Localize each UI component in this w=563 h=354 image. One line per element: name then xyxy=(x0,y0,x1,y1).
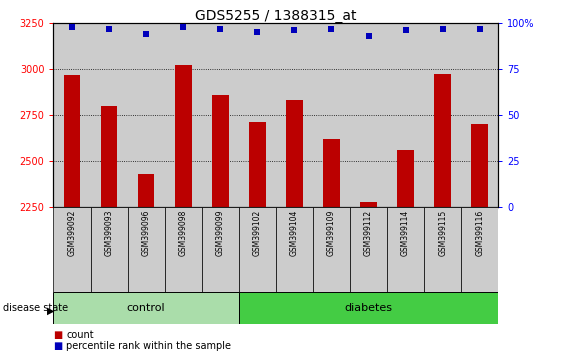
Text: GSM399109: GSM399109 xyxy=(327,210,336,256)
Bar xyxy=(53,23,91,207)
Bar xyxy=(434,74,451,354)
Bar xyxy=(202,207,239,292)
Bar xyxy=(387,23,424,207)
Bar xyxy=(64,75,81,354)
Text: GSM399115: GSM399115 xyxy=(438,210,447,256)
Bar xyxy=(239,207,276,292)
Bar xyxy=(53,207,91,292)
Text: diabetes: diabetes xyxy=(345,303,392,313)
Text: ■: ■ xyxy=(53,330,62,339)
Bar xyxy=(239,23,276,207)
Bar xyxy=(350,23,387,207)
Bar xyxy=(471,124,488,354)
Point xyxy=(105,26,114,32)
Text: GSM399104: GSM399104 xyxy=(290,210,299,256)
Point xyxy=(327,26,336,32)
Bar xyxy=(424,207,461,292)
Bar xyxy=(461,207,498,292)
Point xyxy=(364,33,373,39)
Point xyxy=(475,26,484,32)
Bar xyxy=(350,207,387,292)
Text: GSM399092: GSM399092 xyxy=(68,210,77,256)
Bar xyxy=(53,292,239,324)
Bar xyxy=(360,201,377,354)
Text: GSM399098: GSM399098 xyxy=(178,210,187,256)
Text: percentile rank within the sample: percentile rank within the sample xyxy=(66,341,231,351)
Text: GDS5255 / 1388315_at: GDS5255 / 1388315_at xyxy=(195,9,356,23)
Text: GSM399096: GSM399096 xyxy=(142,210,151,256)
Bar xyxy=(249,122,266,354)
Bar xyxy=(239,292,498,324)
Point xyxy=(253,29,262,35)
Bar xyxy=(101,106,118,354)
Text: GSM399116: GSM399116 xyxy=(475,210,484,256)
Point xyxy=(216,26,225,32)
Point xyxy=(68,24,77,29)
Text: count: count xyxy=(66,330,94,339)
Bar xyxy=(286,100,303,354)
Bar xyxy=(175,65,191,354)
Bar xyxy=(397,150,414,354)
Bar xyxy=(91,207,128,292)
Bar xyxy=(138,174,154,354)
Text: GSM399102: GSM399102 xyxy=(253,210,262,256)
Bar xyxy=(323,139,340,354)
Point xyxy=(438,26,447,32)
Bar xyxy=(165,23,202,207)
Bar xyxy=(387,207,424,292)
Point xyxy=(290,28,299,33)
Text: GSM399093: GSM399093 xyxy=(105,210,114,256)
Text: ▶: ▶ xyxy=(47,306,54,316)
Bar xyxy=(202,23,239,207)
Bar xyxy=(313,23,350,207)
Text: GSM399099: GSM399099 xyxy=(216,210,225,256)
Text: control: control xyxy=(127,303,166,313)
Bar xyxy=(461,23,498,207)
Text: GSM399114: GSM399114 xyxy=(401,210,410,256)
Text: ■: ■ xyxy=(53,341,62,351)
Bar xyxy=(276,207,313,292)
Point xyxy=(401,28,410,33)
Text: GSM399112: GSM399112 xyxy=(364,210,373,256)
Bar xyxy=(91,23,128,207)
Text: disease state: disease state xyxy=(3,303,68,313)
Bar xyxy=(424,23,461,207)
Bar xyxy=(212,95,229,354)
Bar xyxy=(313,207,350,292)
Bar xyxy=(128,23,165,207)
Point xyxy=(178,24,187,29)
Bar xyxy=(165,207,202,292)
Bar xyxy=(128,207,165,292)
Point xyxy=(142,31,151,37)
Bar xyxy=(276,23,313,207)
